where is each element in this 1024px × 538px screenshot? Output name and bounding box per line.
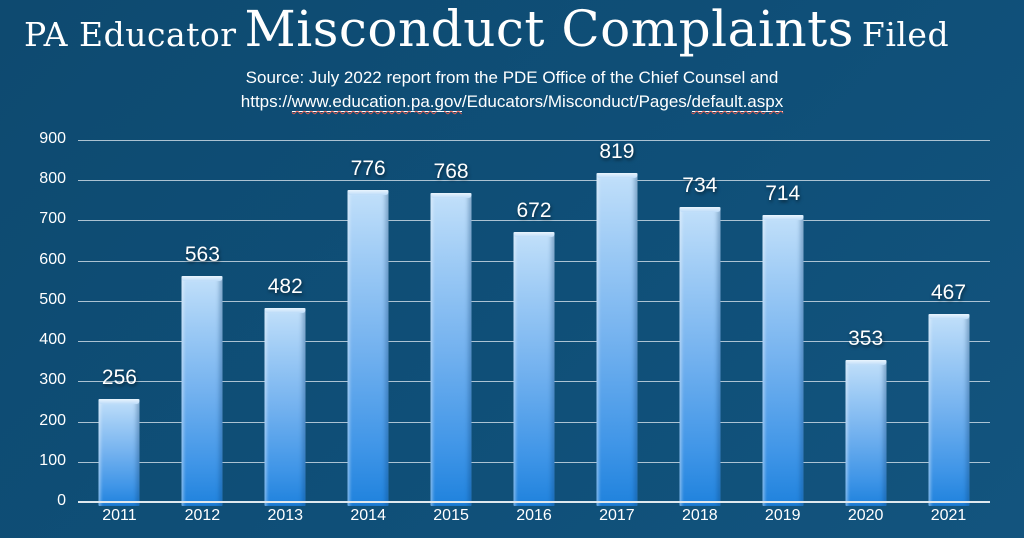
x-tick-label: 2018: [682, 507, 718, 524]
y-tick-label: 100: [39, 452, 66, 469]
title-prefix: PA Educator: [24, 15, 237, 54]
y-tick-label: 400: [39, 331, 66, 348]
bar-top-highlight: [513, 232, 555, 237]
bar: [845, 360, 887, 506]
source-line-1: Source: July 2022 report from the PDE Of…: [245, 68, 779, 87]
gridline: [78, 220, 990, 221]
y-tick-label: 600: [39, 251, 66, 268]
bar-slot: 353 2020: [824, 0, 907, 538]
bar: [347, 190, 389, 506]
bar: [928, 314, 970, 506]
gridline: [78, 140, 990, 141]
bar-top-highlight: [98, 399, 140, 404]
bar-top-highlight: [928, 314, 970, 319]
bar-value-label: 768: [433, 160, 469, 183]
bar-value-label: 353: [848, 327, 884, 350]
source-url[interactable]: https://www.education.pa.gov/Educators/M…: [0, 90, 1024, 114]
bar: [762, 215, 804, 506]
y-tick-label: 300: [39, 371, 66, 388]
x-tick-label: 2012: [184, 507, 221, 524]
source-note: Source: July 2022 report from the PDE Of…: [0, 66, 1024, 114]
bar-top-highlight: [347, 190, 389, 195]
bar-top-highlight: [181, 276, 223, 281]
bar-value-label: 819: [599, 140, 635, 163]
x-tick-label: 2021: [930, 507, 967, 524]
x-tick-label: 2014: [350, 507, 386, 524]
bar-slot: 714 2019: [741, 0, 824, 538]
bar-slot: 467 2021: [907, 0, 990, 538]
x-tick-label: 2017: [599, 507, 635, 524]
bar-top-highlight: [264, 308, 306, 313]
page-title: PA Educator Misconduct Complaints Filed: [24, 0, 949, 64]
bar-slot: 563 2012: [161, 0, 244, 538]
y-tick-label: 700: [39, 210, 66, 227]
bar-slot: 734 2018: [658, 0, 741, 538]
bar: [596, 173, 638, 506]
bar-slot: 672 2016: [493, 0, 576, 538]
title-suffix: Filed: [861, 15, 950, 54]
bar-value-label: 467: [931, 281, 967, 304]
bar-slot: 768 2015: [410, 0, 493, 538]
x-tick-label: 2015: [433, 507, 469, 524]
x-tick-label: 2013: [267, 507, 304, 524]
bar-top-highlight: [596, 173, 638, 178]
url-file[interactable]: default.aspx: [691, 92, 784, 112]
y-tick-label: 0: [57, 492, 66, 509]
gridline: [78, 180, 990, 181]
url-domain[interactable]: www.education.pa.gov: [291, 92, 462, 112]
y-tick-label: 200: [39, 412, 66, 429]
bar-value-label: 776: [350, 157, 386, 180]
bar-value-label: 256: [101, 366, 137, 389]
bar-slot: 819 2017: [575, 0, 658, 538]
bar: [264, 308, 306, 506]
url-scheme: https://: [240, 92, 292, 111]
bar-value-label: 672: [516, 199, 552, 222]
x-tick-label: 2011: [102, 507, 137, 524]
bar: [430, 193, 472, 506]
title-emphasis: Misconduct Complaints: [244, 0, 854, 58]
x-axis-line: [78, 501, 990, 503]
bar-slot: 482 2013: [244, 0, 327, 538]
bar-top-highlight: [845, 360, 887, 365]
bar-slot: 256 2011: [78, 0, 161, 538]
x-tick-label: 2019: [764, 507, 801, 524]
bar-value-label: 734: [682, 174, 718, 197]
bar: [98, 399, 140, 506]
bar: [181, 276, 223, 506]
y-tick-label: 900: [39, 130, 66, 147]
bar-value-label: 714: [765, 182, 801, 205]
bar-top-highlight: [762, 215, 804, 220]
bar-top-highlight: [430, 193, 472, 198]
bar: [679, 207, 721, 506]
x-tick-label: 2016: [516, 507, 552, 524]
y-tick-label: 800: [39, 170, 66, 187]
bar-value-label: 563: [184, 243, 220, 266]
x-tick-label: 2020: [847, 507, 884, 524]
y-tick-label: 500: [39, 291, 66, 308]
bar-slot: 776 2014: [327, 0, 410, 538]
bar: [513, 232, 555, 506]
url-path: /Educators/Misconduct/Pages/: [461, 92, 692, 111]
bar-value-label: 482: [267, 275, 303, 298]
bar-top-highlight: [679, 207, 721, 212]
